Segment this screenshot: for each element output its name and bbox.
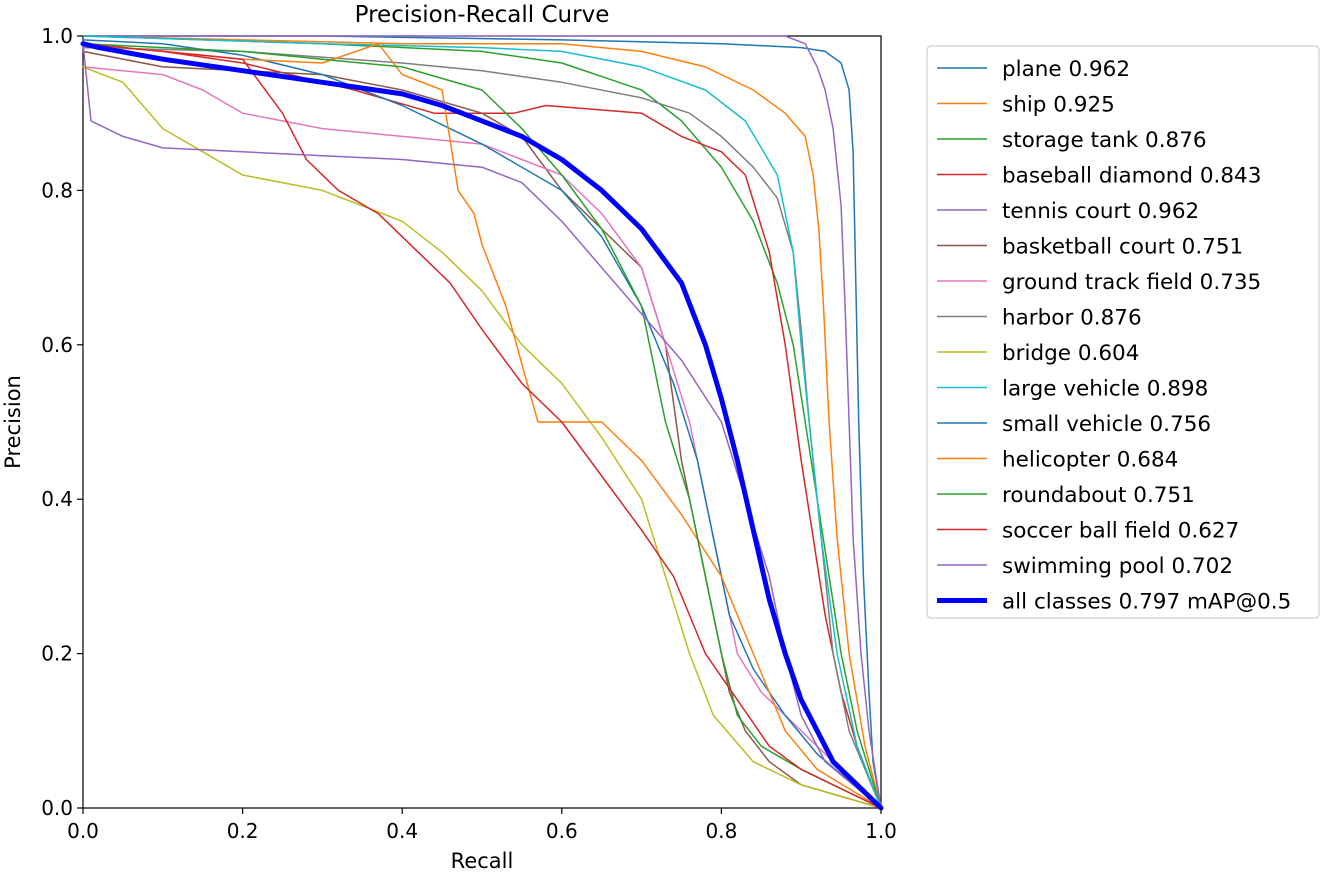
series-line-0	[82, 35, 882, 809]
x-tick-label: 0.6	[546, 819, 578, 843]
x-axis-ticks: 0.0 0.2 0.4 0.6 0.8 1.0	[67, 808, 897, 843]
x-tick-label: 1.0	[865, 819, 897, 843]
y-tick-label: 0.0	[41, 796, 73, 820]
x-axis-label: Recall	[451, 849, 514, 873]
legend-label-12: roundabout 0.751	[1002, 483, 1195, 508]
series-line-2	[82, 35, 882, 809]
series-line-13	[82, 42, 882, 809]
series-line-12	[82, 42, 882, 809]
x-tick-label: 0.4	[386, 819, 418, 843]
legend-label-15: all classes 0.797 mAP@0.5	[1002, 590, 1291, 615]
legend-label-10: small vehicle 0.756	[1002, 412, 1211, 437]
series-line-6	[82, 66, 882, 809]
plot-frame	[82, 35, 882, 809]
legend: plane 0.962 ship 0.925 storage tank 0.876 b…	[926, 45, 1320, 619]
series-line-1	[82, 35, 882, 809]
legend-label-4: tennis court 0.962	[1002, 199, 1199, 224]
series-line-4	[82, 35, 882, 809]
legend-label-8: bridge 0.604	[1002, 341, 1139, 366]
legend-label-13: soccer ball field 0.627	[1002, 519, 1239, 544]
series-line-15	[80, 41, 884, 811]
legend-label-0: plane 0.962	[1002, 57, 1130, 82]
legend-label-6: ground track field 0.735	[1002, 270, 1261, 295]
series-line-8	[82, 66, 882, 809]
legend-label-2: storage tank 0.876	[1002, 128, 1207, 153]
series-layer	[80, 35, 884, 811]
legend-label-7: harbor 0.876	[1002, 306, 1142, 331]
legend-entries: plane 0.962 ship 0.925 storage tank 0.876 b…	[937, 57, 1291, 615]
x-tick-label: 0.2	[227, 819, 259, 843]
x-tick-label: 0.0	[67, 819, 99, 843]
series-line-11	[82, 42, 882, 809]
chart-title: Precision-Recall Curve	[355, 2, 610, 28]
legend-label-1: ship 0.925	[1002, 93, 1115, 118]
y-axis-ticks: 0.0 0.2 0.4 0.6 0.8 1.0	[41, 24, 83, 820]
y-tick-label: 0.8	[41, 178, 73, 202]
legend-label-5: basketball court 0.751	[1002, 235, 1243, 260]
legend-label-9: large vehicle 0.898	[1002, 377, 1208, 402]
series-line-7	[82, 46, 882, 809]
y-tick-label: 1.0	[41, 24, 73, 48]
legend-label-14: swimming pool 0.702	[1002, 554, 1233, 579]
y-tick-label: 0.4	[41, 487, 73, 511]
legend-label-11: helicopter 0.684	[1002, 448, 1178, 473]
y-axis-label: Precision	[1, 375, 25, 469]
series-line-9	[82, 35, 882, 809]
plot-area: 0.0 0.2 0.4 0.6 0.8 1.0 0.0 0.2 0.4 0.6 0.8 1.0	[41, 24, 897, 843]
legend-label-3: baseball diamond 0.843	[1002, 164, 1261, 189]
y-tick-label: 0.6	[41, 333, 73, 357]
legend-frame	[926, 45, 1320, 619]
x-tick-label: 0.8	[705, 819, 737, 843]
y-tick-label: 0.2	[41, 642, 73, 666]
